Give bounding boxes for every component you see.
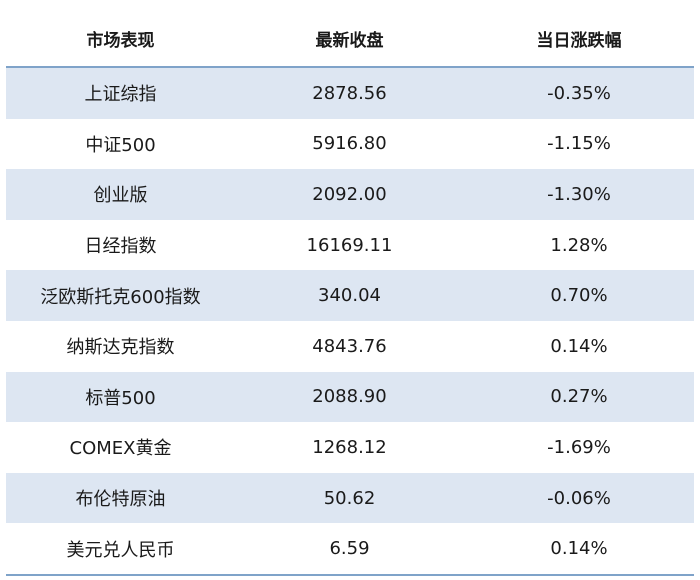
table-cell-market: 泛欧斯托克600指数 [6, 270, 235, 321]
table-cell-change: 1.28% [464, 219, 694, 271]
table-cell-market: 标普500 [6, 371, 235, 423]
table-cell-market: 日经指数 [6, 219, 235, 271]
table-row: 泛欧斯托克600指数 340.04 0.70% [6, 270, 694, 321]
table-cell-change: -0.35% [464, 67, 694, 119]
table-cell-close: 340.04 [235, 270, 464, 321]
table-row: COMEX黄金 1268.12 -1.69% [6, 422, 694, 473]
table-cell-close: 4843.76 [235, 320, 464, 372]
table-cell-change: -1.30% [464, 169, 694, 220]
table-cell-close: 16169.11 [235, 219, 464, 271]
market-table-container: 市场表现 最新收盘 当日涨跌幅 上证综指 2878.56 -0.35% 中证500 59… [6, 11, 694, 576]
table-cell-change: 0.14% [464, 523, 694, 576]
table-cell-market: 创业版 [6, 169, 235, 220]
table-header: 市场表现 最新收盘 当日涨跌幅 [6, 11, 694, 68]
table-cell-change: 0.70% [464, 270, 694, 321]
table-cell-close: 2088.90 [235, 371, 464, 423]
table-cell-market: 中证500 [6, 118, 235, 170]
table-cell-market: 上证综指 [6, 67, 235, 119]
table-cell-change: 0.27% [464, 371, 694, 423]
table-row: 中证500 5916.80 -1.15% [6, 118, 694, 170]
table-cell-market: 美元兑人民币 [6, 523, 235, 576]
header-change: 当日涨跌幅 [464, 11, 694, 68]
market-performance-table: 市场表现 最新收盘 当日涨跌幅 上证综指 2878.56 -0.35% 中证500 59… [6, 11, 694, 576]
table-cell-close: 50.62 [235, 472, 464, 524]
header-market: 市场表现 [6, 11, 235, 68]
table-row: 日经指数 16169.11 1.28% [6, 219, 694, 271]
table-cell-market: COMEX黄金 [6, 422, 235, 473]
table-cell-change: 0.14% [464, 320, 694, 372]
table-cell-market: 纳斯达克指数 [6, 320, 235, 372]
header-row: 市场表现 最新收盘 当日涨跌幅 [6, 11, 694, 68]
table-cell-close: 2878.56 [235, 67, 464, 119]
table-row: 纳斯达克指数 4843.76 0.14% [6, 320, 694, 372]
table-cell-close: 2092.00 [235, 169, 464, 220]
table-cell-change: -1.15% [464, 118, 694, 170]
table-cell-close: 6.59 [235, 523, 464, 576]
table-row: 布伦特原油 50.62 -0.06% [6, 472, 694, 524]
table-row: 创业版 2092.00 -1.30% [6, 169, 694, 220]
table-cell-close: 1268.12 [235, 422, 464, 473]
table-cell-change: -0.06% [464, 472, 694, 524]
table-cell-market: 布伦特原油 [6, 472, 235, 524]
table-row: 上证综指 2878.56 -0.35% [6, 67, 694, 119]
table-row: 美元兑人民币 6.59 0.14% [6, 523, 694, 576]
header-close: 最新收盘 [235, 11, 464, 68]
table-cell-change: -1.69% [464, 422, 694, 473]
table-row: 标普500 2088.90 0.27% [6, 371, 694, 423]
table-cell-close: 5916.80 [235, 118, 464, 170]
table-body: 上证综指 2878.56 -0.35% 中证500 5916.80 -1.15% 创业版 20… [6, 67, 694, 576]
